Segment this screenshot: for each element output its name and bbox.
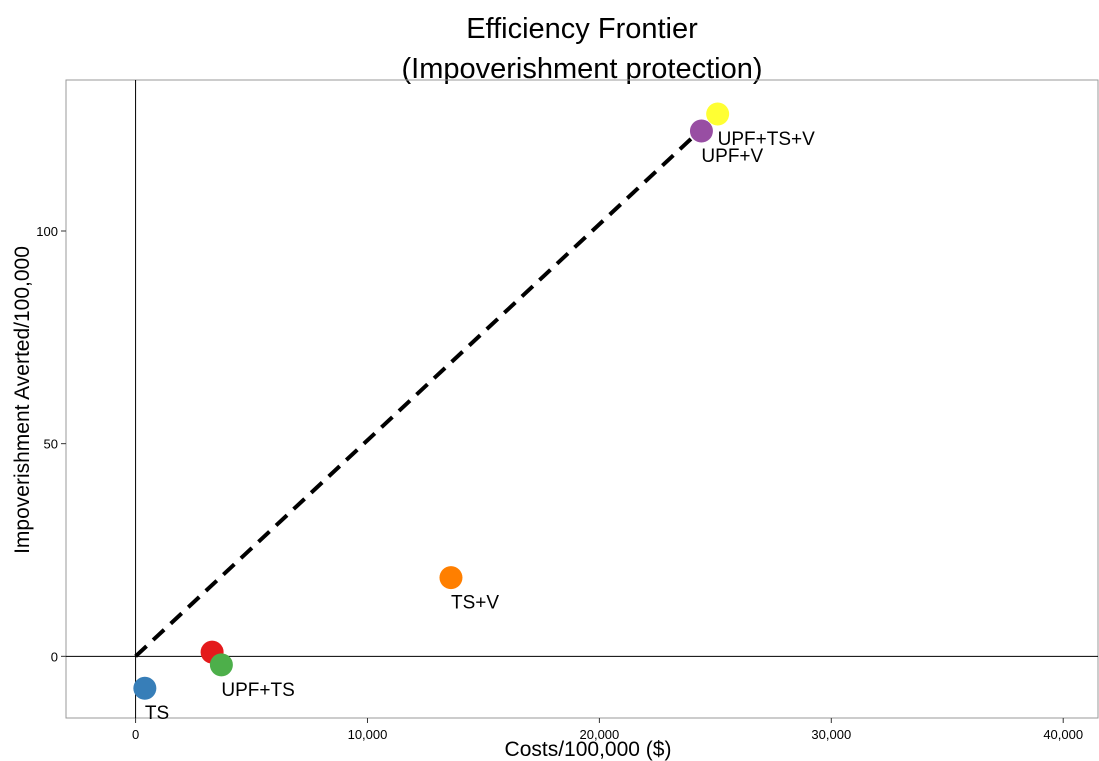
- point-label: UPF+TS: [221, 680, 294, 701]
- x-tick-label: 10,000: [348, 727, 388, 742]
- points-layer: [133, 102, 730, 700]
- data-point: [689, 119, 713, 143]
- y-tick-label: 0: [51, 649, 58, 664]
- data-point: [133, 676, 157, 700]
- x-tick-label: 0: [132, 727, 139, 742]
- point-label: TS: [145, 703, 169, 724]
- x-tick-label: 40,000: [1043, 727, 1083, 742]
- chart-title: Efficiency Frontier: [466, 13, 698, 45]
- point-label: UPF+V: [701, 146, 763, 167]
- data-point: [209, 653, 233, 677]
- data-point: [439, 566, 463, 590]
- point-label: UPF+TS+V: [718, 129, 815, 150]
- plot-panel: [65, 79, 1099, 719]
- data-point: [706, 102, 730, 126]
- y-tick-label: 50: [44, 437, 58, 452]
- frontier-layer: [134, 112, 720, 658]
- axes-layer: [66, 80, 1098, 718]
- efficiency-frontier-line: [134, 112, 720, 658]
- point-label: TS+V: [451, 593, 499, 614]
- x-tick-label: 20,000: [580, 727, 620, 742]
- x-axis-title: Costs/100,000 ($): [505, 738, 672, 761]
- ticks-layer: 0 10,000 20,000 30,000 40,000 0 50 100: [36, 224, 1083, 742]
- x-tick-label: 30,000: [811, 727, 851, 742]
- y-tick-label: 100: [36, 224, 58, 239]
- y-axis-title: Impoverishment Averted/100,000: [11, 246, 34, 554]
